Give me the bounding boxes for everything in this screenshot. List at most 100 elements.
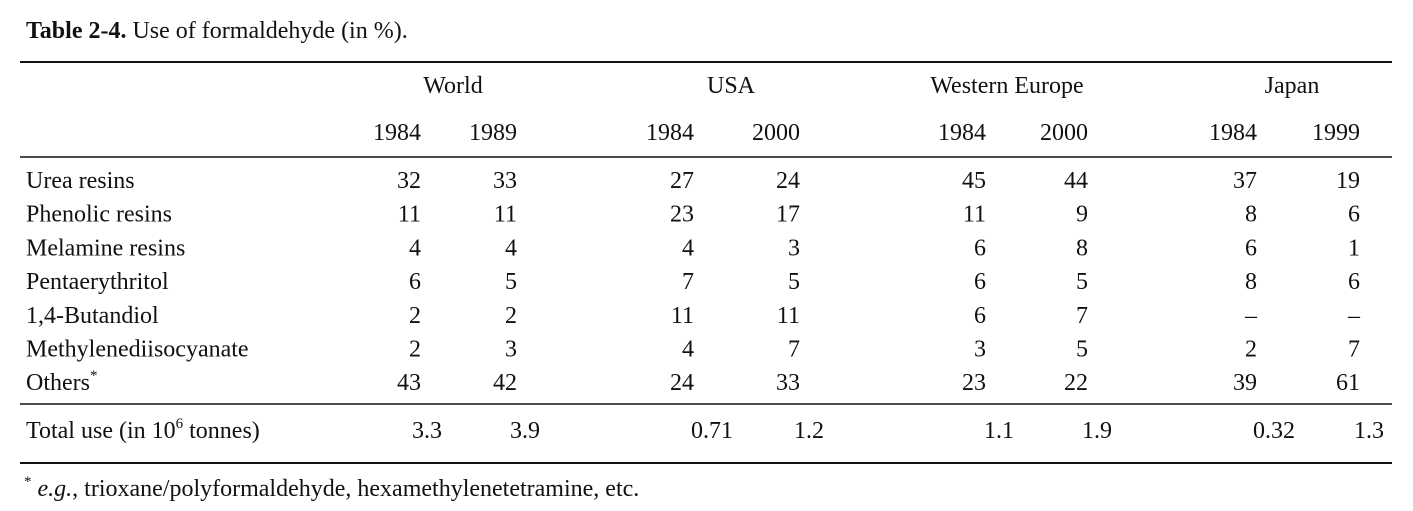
row-label-text: Urea resins [26, 168, 135, 194]
year-header: 1984 [646, 120, 694, 146]
cell: 7 [788, 337, 800, 363]
row-label-text: Others [26, 370, 90, 396]
cell: 6 [974, 303, 986, 329]
group-header: USA [707, 73, 756, 99]
total-cell: 1.9 [1082, 418, 1112, 444]
row-label-text: Pentaerythritol [26, 269, 169, 295]
cell: 11 [398, 202, 421, 228]
cell: 6 [1245, 235, 1257, 261]
total-exponent: 6 [176, 416, 184, 432]
footnote-text: , trioxane/polyformaldehyde, hexamethyle… [72, 476, 639, 502]
row-label-text: Melamine resins [26, 235, 185, 261]
total-unit: tonnes) [189, 418, 260, 444]
cell: 11 [671, 303, 694, 329]
row-label-text: 1,4-Butandiol [26, 303, 159, 329]
cell: 6 [409, 269, 421, 295]
row-label: Melamine resins [26, 235, 185, 261]
cell: 6 [1348, 202, 1360, 228]
total-cell: 3.9 [510, 418, 540, 444]
row-label-text: Phenolic resins [26, 202, 172, 228]
total-cell: 3.3 [412, 418, 442, 444]
cell: 6 [974, 235, 986, 261]
group-header: Western Europe [930, 73, 1083, 99]
cell: 42 [493, 370, 517, 396]
year-header: 1989 [469, 120, 517, 146]
row-label: Pentaerythritol [26, 269, 169, 295]
cell: 5 [1076, 269, 1088, 295]
row-label-marker: * [90, 368, 98, 384]
cell: 8 [1245, 202, 1257, 228]
total-label-text: Total use (in 10 [26, 418, 176, 444]
cell: 7 [682, 269, 694, 295]
caption-text: Use of formaldehyde (in %). [132, 18, 407, 44]
group-header: World [423, 73, 482, 99]
caption: Table 2-4. Use of formaldehyde (in %). [26, 18, 408, 44]
row-label: Others* [26, 368, 97, 396]
row-label: 1,4-Butandiol [26, 303, 159, 329]
cell: 11 [777, 303, 800, 329]
cell: 23 [670, 202, 694, 228]
cell: 44 [1064, 168, 1088, 194]
cell: 11 [494, 202, 517, 228]
year-header: 2000 [752, 120, 800, 146]
cell: 3 [788, 235, 800, 261]
cell: 39 [1233, 370, 1257, 396]
year-header: 1984 [373, 120, 421, 146]
cell: 2 [1245, 337, 1257, 363]
cell: 32 [397, 168, 421, 194]
cell: 27 [670, 168, 694, 194]
cell: 43 [397, 370, 421, 396]
footnote-marker: * [24, 474, 32, 490]
footnote-abbr: e.g. [38, 476, 73, 502]
row-label: Phenolic resins [26, 202, 172, 228]
cell: 9 [1076, 202, 1088, 228]
cell: 4 [682, 235, 694, 261]
cell: 5 [505, 269, 517, 295]
cell: 2 [409, 303, 421, 329]
total-label: Total use (in 106 tonnes) [26, 416, 260, 444]
cell: 8 [1076, 235, 1088, 261]
year-header: 2000 [1040, 120, 1088, 146]
cell: – [1244, 303, 1258, 329]
row-label: Urea resins [26, 168, 135, 194]
cell: 22 [1064, 370, 1088, 396]
cell: – [1347, 303, 1361, 329]
cell: 4 [409, 235, 421, 261]
cell: 7 [1348, 337, 1360, 363]
cell: 24 [670, 370, 694, 396]
cell: 1 [1348, 235, 1360, 261]
cell: 2 [505, 303, 517, 329]
cell: 5 [788, 269, 800, 295]
row-label-text: Methylenediisocyanate [26, 337, 249, 363]
cell: 19 [1336, 168, 1360, 194]
cell: 3 [974, 337, 986, 363]
cell: 6 [1348, 269, 1360, 295]
total-cell: 1.2 [794, 418, 824, 444]
total-cell: 0.32 [1253, 418, 1295, 444]
year-header: 1984 [938, 120, 986, 146]
cell: 33 [493, 168, 517, 194]
cell: 11 [963, 202, 986, 228]
cell: 33 [776, 370, 800, 396]
total-cell: 1.1 [984, 418, 1014, 444]
cell: 7 [1076, 303, 1088, 329]
year-header: 1999 [1312, 120, 1360, 146]
cell: 45 [962, 168, 986, 194]
cell: 23 [962, 370, 986, 396]
year-header: 1984 [1209, 120, 1257, 146]
cell: 4 [505, 235, 517, 261]
footnote: * e.g., trioxane/polyformaldehyde, hexame… [24, 474, 639, 502]
caption-label: Table 2-4. [26, 18, 126, 44]
cell: 37 [1233, 168, 1257, 194]
cell: 8 [1245, 269, 1257, 295]
cell: 4 [682, 337, 694, 363]
total-cell: 1.3 [1354, 418, 1384, 444]
cell: 3 [505, 337, 517, 363]
cell: 5 [1076, 337, 1088, 363]
cell: 17 [776, 202, 800, 228]
total-cell: 0.71 [691, 418, 733, 444]
cell: 61 [1336, 370, 1360, 396]
cell: 6 [974, 269, 986, 295]
row-label: Methylenediisocyanate [26, 337, 249, 363]
